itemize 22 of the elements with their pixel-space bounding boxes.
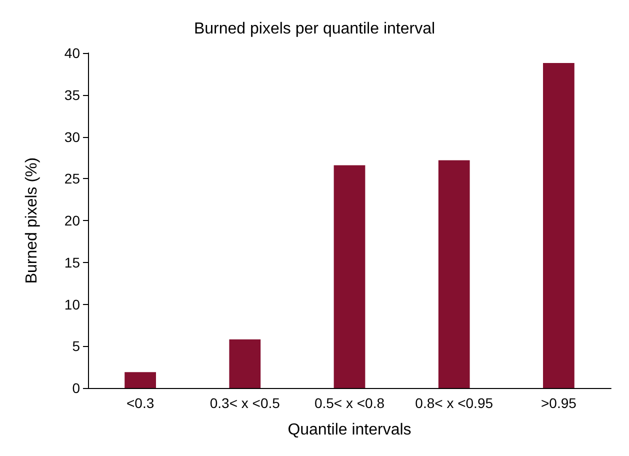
x-tick-label: 0.8< x <0.95 xyxy=(415,395,494,411)
y-tick-label: 40 xyxy=(64,45,80,61)
y-tick-label: 5 xyxy=(72,338,80,354)
x-tick-label: 0.3< x <0.5 xyxy=(210,395,280,411)
y-tick-label: 0 xyxy=(72,380,80,396)
x-tick-label: 0.5< x <0.8 xyxy=(314,395,385,411)
x-tick-label: <0.3 xyxy=(126,395,154,411)
bar xyxy=(229,339,261,388)
x-tick-label: >0.95 xyxy=(540,395,577,411)
chart-title: Burned pixels per quantile interval xyxy=(194,20,436,38)
y-tick-label: 35 xyxy=(64,86,80,103)
y-tick-label: 30 xyxy=(64,128,80,145)
y-tick-label: 15 xyxy=(64,254,80,270)
bar xyxy=(124,372,156,388)
bar xyxy=(543,63,574,388)
y-tick-label: 10 xyxy=(64,296,80,312)
y-axis-title: Burned pixels (%) xyxy=(24,157,40,284)
x-axis-title: Quantile intervals xyxy=(288,422,412,438)
y-tick-label: 20 xyxy=(64,212,80,228)
y-tick-label: 25 xyxy=(64,170,80,187)
bar xyxy=(334,165,366,388)
bar xyxy=(438,160,470,388)
